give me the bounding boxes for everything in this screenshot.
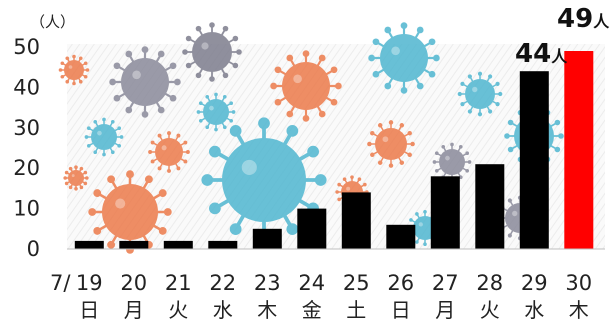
virus-decoration	[63, 165, 89, 191]
virus-decoration	[270, 50, 342, 122]
bar-28	[475, 164, 505, 249]
x-tick-weekday: 火	[168, 298, 188, 321]
bar-27	[430, 176, 460, 249]
virus-decoration	[367, 120, 415, 168]
x-tick-weekday: 火	[480, 298, 500, 321]
virus-decoration	[368, 22, 440, 94]
x-tick-weekday: 月	[124, 298, 144, 321]
x-tick-weekday: 木	[257, 298, 277, 321]
bar-25	[341, 192, 371, 249]
x-tick-label: 20	[120, 271, 147, 295]
value-callout: 44人	[515, 39, 568, 69]
x-axis: 7/ 19 日 20 月 21 火 22 水 23 木 24 金 25 土 26 日 27 月 28 火 29 水 30 木	[50, 271, 592, 321]
x-tick-label: 24	[298, 271, 325, 295]
x-axis-month-prefix: 7/	[50, 271, 71, 295]
x-tick-label: 22	[209, 271, 236, 295]
y-tick-label: 40	[13, 75, 40, 99]
y-tick-label: 0	[27, 237, 40, 261]
x-tick-label: 21	[165, 271, 192, 295]
bar-23	[252, 228, 282, 249]
y-axis-unit-label: （人）	[30, 13, 75, 31]
x-tick-label: 30	[565, 271, 592, 295]
value-callout: 49人	[557, 4, 610, 34]
x-tick-label: 26	[387, 271, 414, 295]
virus-decoration	[196, 92, 236, 132]
x-tick-weekday: 土	[346, 298, 366, 321]
bar-26	[386, 224, 416, 249]
y-tick-label: 30	[13, 116, 40, 140]
x-tick-weekday: 木	[569, 298, 589, 321]
bars	[74, 51, 594, 249]
x-tick-weekday: 日	[79, 298, 99, 321]
virus-decoration	[84, 117, 124, 157]
x-tick-label: 25	[343, 271, 370, 295]
x-tick-label: 19	[76, 271, 103, 295]
x-tick-label: 27	[432, 271, 459, 295]
bar-29	[519, 71, 549, 249]
virus-decoration	[201, 117, 327, 243]
y-tick-label: 20	[13, 156, 40, 180]
x-tick-label: 23	[254, 271, 281, 295]
x-tick-weekday: 日	[391, 298, 411, 321]
virus-background-illustration	[58, 22, 605, 254]
bar-22	[208, 240, 238, 249]
virus-decoration	[88, 170, 172, 254]
bar-30	[564, 51, 594, 249]
x-tick-label: 29	[521, 271, 548, 295]
bar-24	[297, 208, 327, 249]
x-tick-label: 28	[476, 271, 503, 295]
bar-21	[163, 240, 193, 249]
virus-decoration	[58, 54, 90, 86]
y-tick-label: 10	[13, 197, 40, 221]
bar-20	[119, 240, 149, 249]
x-tick-weekday: 月	[435, 298, 455, 321]
x-tick-weekday: 金	[302, 298, 322, 321]
virus-decoration	[457, 71, 503, 117]
x-tick-weekday: 水	[213, 298, 233, 321]
virus-decoration	[109, 46, 181, 118]
virus-decoration	[182, 22, 242, 82]
y-axis: （人） 0 10 20 30 40 50	[13, 13, 75, 261]
virus-decoration	[148, 131, 190, 173]
x-tick-weekday: 水	[524, 298, 544, 321]
y-tick-label: 50	[13, 35, 40, 59]
bar-19	[74, 240, 104, 249]
